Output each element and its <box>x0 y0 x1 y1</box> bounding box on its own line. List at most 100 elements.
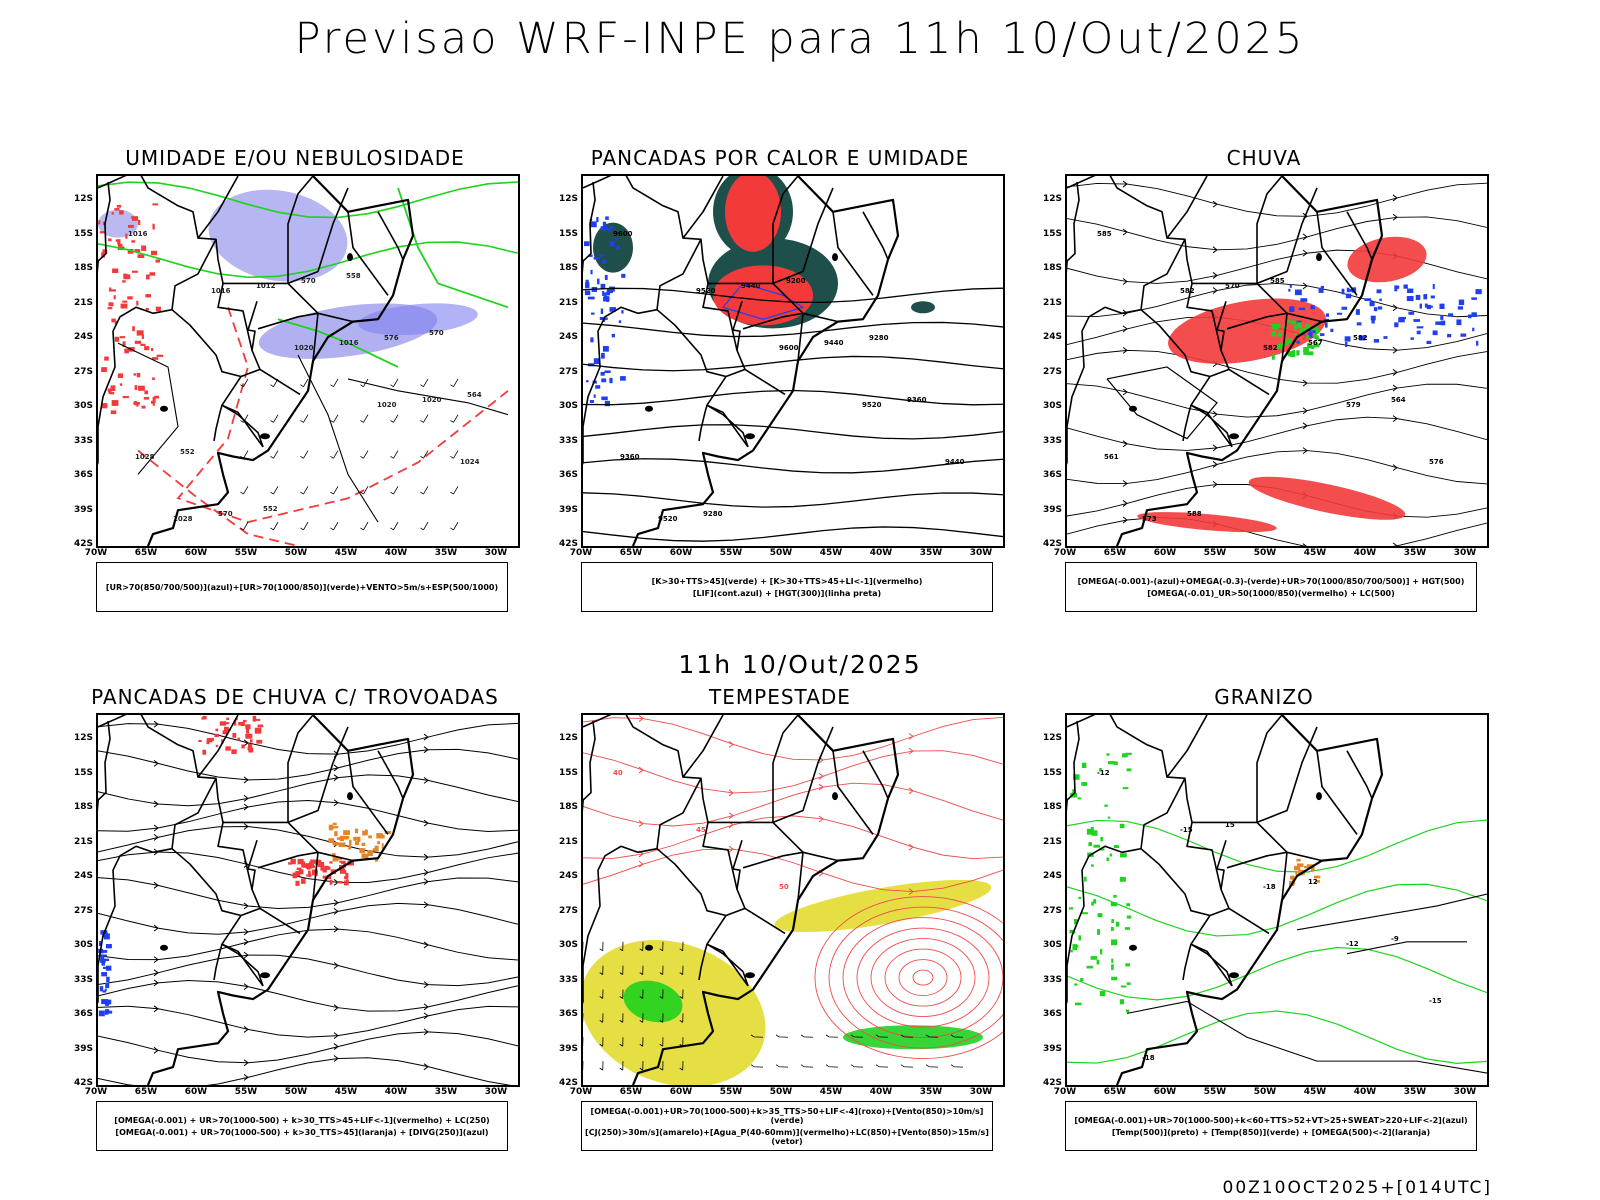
contour-label: 588 <box>1187 510 1202 518</box>
lat-tick: 15S <box>558 228 578 239</box>
lat-tick: 15S <box>1042 767 1062 778</box>
contour-label: 9280 <box>703 510 723 518</box>
lat-tick: 15S <box>1042 228 1062 239</box>
lon-tick: 35W <box>1403 1087 1427 1097</box>
contour-label: 582 <box>1180 287 1195 295</box>
lon-tick: 30W <box>484 548 508 558</box>
contour-label: 1028 <box>135 453 155 461</box>
lat-tick: 12S <box>558 733 578 743</box>
lat-tick: 15S <box>73 767 93 778</box>
lat-tick: 18S <box>73 802 93 812</box>
legend-line: [OMEGA(-0.001) + UR>70(1000-500) + k>30_… <box>115 1127 489 1137</box>
contour-label: 570 <box>429 329 444 337</box>
contour-label: 9200 <box>786 277 806 285</box>
lat-tick: 21S <box>1042 836 1062 847</box>
lat-tick: 18S <box>1042 263 1062 273</box>
lat-tick: 42S <box>1042 1078 1062 1088</box>
map-svg: 40 45 50 <box>583 715 1003 1085</box>
lon-tick: 30W <box>484 1087 508 1097</box>
lat-tick: 42S <box>1042 539 1062 549</box>
lon-tick: 45W <box>819 548 843 558</box>
lat-tick: 24S <box>1042 332 1062 342</box>
lat-tick: 27S <box>558 366 578 377</box>
lat-tick: 18S <box>73 263 93 273</box>
legend-line: [OMEGA(-0.001) + UR>70(1000-500) + k>30_… <box>114 1115 490 1125</box>
lon-tick: 65W <box>1103 548 1127 558</box>
lon-tick: 35W <box>1403 548 1427 558</box>
panel-rain: CHUVA 585 582 582 579 576 573 570 567 564 561 588 58… <box>1024 146 1504 646</box>
panel-hail: GRANIZO -12 -15 -18 -12 -15 -18 15 12 -9 12S 15S 18S… <box>1024 685 1504 1185</box>
contour-label: 1020 <box>422 396 442 404</box>
lat-tick: 24S <box>73 332 93 342</box>
lon-tick: 45W <box>334 1087 358 1097</box>
legend-line: [OMEGA(-0.001)+UR>70(1000-500)+k>35_TTS>… <box>590 1106 984 1125</box>
contour-label: 561 <box>1104 453 1119 461</box>
lon-tick: 65W <box>619 1087 643 1097</box>
contour-label: 552 <box>180 448 195 456</box>
lon-tick: 55W <box>719 1087 743 1097</box>
lon-tick: 50W <box>1253 548 1277 558</box>
lat-tick: 27S <box>558 905 578 916</box>
contour-label: 9600 <box>613 230 633 238</box>
panel-title: PANCADAS POR CALOR E UMIDADE <box>590 146 970 170</box>
panel-thunderstorm-showers: PANCADAS DE CHUVA C/ TROVOADAS 12S 15S 18S 2… <box>55 685 535 1185</box>
map-area: 9600 9520 9600 9520 9440 9520 9440 9440 9360 9360… <box>581 174 1005 548</box>
map-borders <box>98 715 415 1085</box>
contour-label: 9600 <box>779 344 799 352</box>
lat-tick: 42S <box>558 539 578 549</box>
lon-tick: 35W <box>434 1087 458 1097</box>
legend-line: [OMEGA(-0.01)_UR>50(1000/850)(vermelho) … <box>1147 588 1395 598</box>
contour-label: 9440 <box>945 458 965 466</box>
contour-label: 582 <box>1263 344 1278 352</box>
contour-label: 552 <box>263 505 278 513</box>
panel-legend: [OMEGA(-0.001)+UR>70(1000-500)+k>35_TTS>… <box>581 1101 993 1151</box>
run-timestamp: 00Z10OCT2025+[014UTC] <box>1222 1178 1492 1198</box>
contour-label: 576 <box>384 334 399 342</box>
lat-tick: 12S <box>1042 194 1062 204</box>
lat-tick: 33S <box>558 974 578 985</box>
contour-label: 579 <box>1346 401 1361 409</box>
lat-tick: 15S <box>73 228 93 239</box>
lat-tick: 12S <box>558 194 578 204</box>
contour-label: 564 <box>1391 396 1406 404</box>
panel-title: GRANIZO <box>1214 685 1314 709</box>
lon-tick: 45W <box>334 548 358 558</box>
lon-tick: 35W <box>919 548 943 558</box>
lon-tick: 60W <box>1153 1087 1177 1097</box>
lat-tick: 42S <box>73 539 93 549</box>
legend-line: [UR>70(850/700/500)](azul)+[UR>70(1000/8… <box>105 582 499 592</box>
lat-tick: 39S <box>73 504 93 515</box>
contour-label: 1012 <box>256 282 276 290</box>
panel-heat-showers: PANCADAS POR CALOR E UMIDADE 9600 9520 9600… <box>540 146 1020 646</box>
lon-tick: 50W <box>1253 1087 1277 1097</box>
lon-tick: 70W <box>569 548 593 558</box>
lon-tick: 65W <box>134 1087 158 1097</box>
lon-tick: 50W <box>284 548 308 558</box>
lon-tick: 40W <box>384 548 408 558</box>
contour-label: 558 <box>346 272 361 280</box>
panel-legend: [OMEGA(-0.001) + UR>70(1000-500) + k>30_… <box>96 1101 508 1151</box>
contour-label: 1016 <box>128 230 148 238</box>
map-svg: 1016101610201020102410281012101610201028… <box>98 176 518 546</box>
map-svg <box>98 715 518 1085</box>
lat-tick: 12S <box>1042 733 1062 743</box>
contour-label: 9520 <box>862 401 882 409</box>
lon-tick: 40W <box>869 1087 893 1097</box>
contour-label: 1020 <box>294 344 314 352</box>
lat-tick: 27S <box>1042 366 1062 377</box>
contour-label: 9280 <box>869 334 889 342</box>
lat-tick: 27S <box>73 366 93 377</box>
lat-tick: 39S <box>73 1043 93 1054</box>
legend-line: [K>30+TTS>45](verde) + [K>30+TTS>45+LI<-… <box>651 576 923 586</box>
panel-legend: [OMEGA(-0.001)-(azul)+OMEGA(-0.3)-(verde… <box>1065 562 1477 612</box>
map-svg: 9600952096009520944095209440944093609360… <box>583 176 1003 546</box>
panel-title: TEMPESTADE <box>709 685 851 709</box>
map-svg: 585 582 582 579 576 573 570 567 564 561 588 585 582 <box>1067 176 1487 546</box>
lat-tick: 36S <box>1042 470 1062 480</box>
map-borders <box>98 176 415 546</box>
contour-label: -15 <box>1180 826 1193 834</box>
lat-tick: 30S <box>1042 401 1062 411</box>
map-borders <box>1067 176 1384 546</box>
lon-tick: 60W <box>669 548 693 558</box>
lat-tick: 36S <box>558 470 578 480</box>
